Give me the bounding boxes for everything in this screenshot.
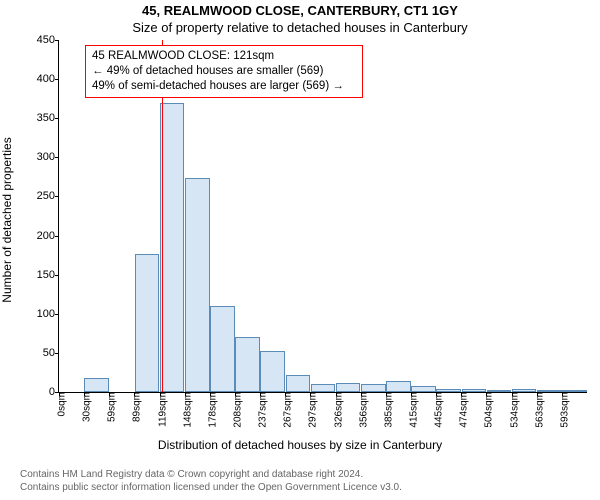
info-box-line: 45 REALMWOOD CLOSE: 121sqm (92, 49, 356, 64)
y-tick-label: 350 (25, 112, 59, 124)
chart-title-main: 45, REALMWOOD CLOSE, CANTERBURY, CT1 1GY (0, 3, 600, 18)
y-tick-label: 450 (25, 34, 59, 46)
x-tick-label: 89sqm (130, 392, 143, 422)
histogram-bar (336, 383, 361, 392)
x-tick-label: 593sqm (557, 392, 570, 428)
histogram-bar (185, 178, 210, 392)
info-box: 45 REALMWOOD CLOSE: 121sqm← 49% of detac… (85, 45, 363, 98)
y-tick-label: 100 (25, 308, 59, 320)
x-tick-label: 474sqm (457, 392, 470, 428)
x-tick-label: 237sqm (256, 392, 269, 428)
x-tick-label: 178sqm (205, 392, 218, 428)
x-tick-label: 0sqm (55, 392, 68, 416)
y-tick-label: 50 (25, 347, 59, 359)
info-box-line: ← 49% of detached houses are smaller (56… (92, 64, 356, 79)
x-axis-label: Distribution of detached houses by size … (0, 438, 600, 452)
histogram-bar (160, 103, 185, 392)
info-box-line: 49% of semi-detached houses are larger (… (92, 79, 356, 94)
footer-line-1: Contains HM Land Registry data © Crown c… (20, 469, 402, 482)
chart-container: 45, REALMWOOD CLOSE, CANTERBURY, CT1 1GY… (0, 0, 600, 500)
histogram-bar (235, 337, 260, 392)
x-tick-label: 326sqm (331, 392, 344, 428)
footer-line-2: Contains public sector information licen… (20, 482, 402, 495)
histogram-bar (286, 375, 311, 392)
x-tick-label: 59sqm (105, 392, 118, 422)
histogram-bar (210, 306, 235, 392)
histogram-bar (386, 381, 411, 392)
x-tick-label: 504sqm (482, 392, 495, 428)
x-tick-label: 356sqm (356, 392, 369, 428)
x-tick-label: 30sqm (80, 392, 93, 422)
y-tick-label: 400 (25, 73, 59, 85)
x-tick-label: 267sqm (281, 392, 294, 428)
histogram-bar (84, 378, 109, 392)
y-axis-label: Number of detached properties (0, 55, 14, 220)
histogram-bar (260, 351, 285, 392)
y-tick-label: 150 (25, 269, 59, 281)
histogram-bar (135, 254, 160, 392)
y-tick-label: 300 (25, 151, 59, 163)
chart-title-sub: Size of property relative to detached ho… (0, 20, 600, 35)
footer-attribution: Contains HM Land Registry data © Crown c… (20, 469, 402, 494)
x-tick-label: 385sqm (381, 392, 394, 428)
x-tick-label: 563sqm (532, 392, 545, 428)
x-tick-label: 148sqm (180, 392, 193, 428)
x-tick-label: 119sqm (155, 392, 168, 427)
x-tick-label: 445sqm (432, 392, 445, 428)
y-tick-label: 250 (25, 190, 59, 202)
y-tick-label: 200 (25, 230, 59, 242)
histogram-bar (311, 384, 336, 392)
x-tick-label: 297sqm (306, 392, 319, 428)
x-tick-label: 208sqm (231, 392, 244, 428)
x-tick-label: 534sqm (507, 392, 520, 428)
histogram-bar (361, 384, 386, 392)
x-tick-label: 415sqm (407, 392, 420, 428)
